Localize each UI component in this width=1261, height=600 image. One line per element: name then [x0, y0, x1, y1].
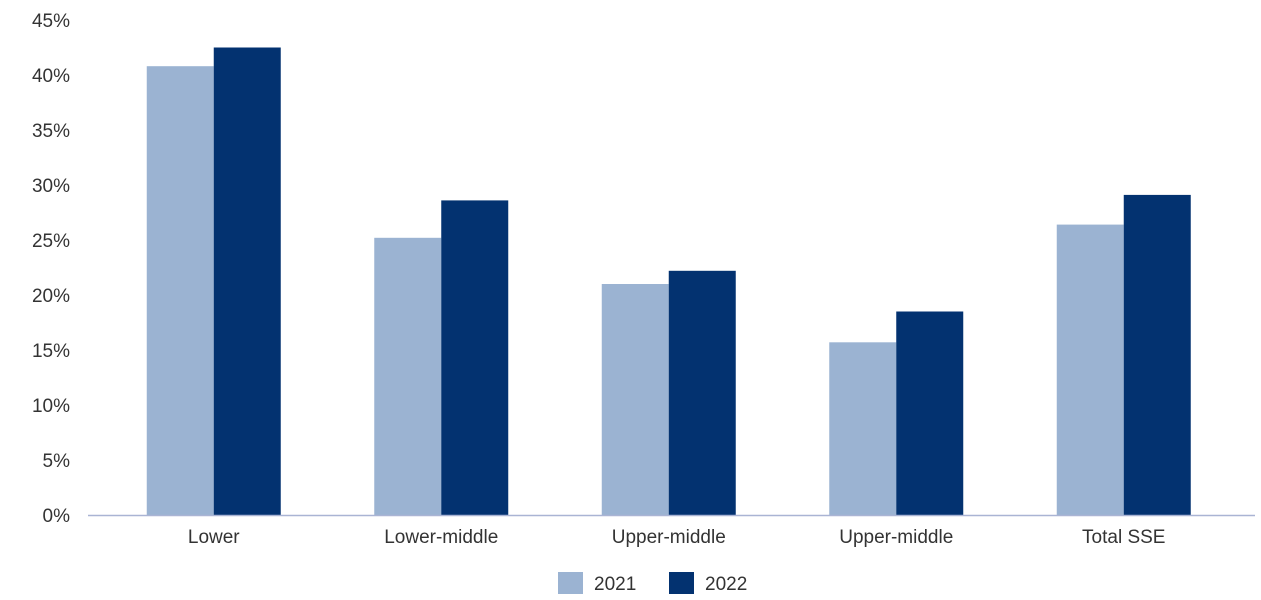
x-axis-labels: Lower Lower-middle Upper-middle Upper-middl… [188, 527, 1166, 548]
y-tick-label: 15% [32, 341, 70, 362]
bar-2022-4 [1123, 194, 1191, 515]
bars [146, 47, 1191, 516]
bar-2022-3 [896, 311, 964, 515]
bar-2021-0 [146, 66, 214, 515]
y-tick-label: 0% [43, 506, 71, 527]
legend-swatch-2021 [558, 572, 583, 594]
legend-label-2022: 2022 [705, 574, 747, 595]
x-category-label: Total SSE [1082, 527, 1165, 548]
y-tick-label: 30% [32, 176, 70, 197]
legend: 2021 2022 [558, 572, 747, 595]
y-tick-label: 5% [43, 451, 71, 472]
bar-2022-1 [441, 200, 509, 515]
y-tick-label: 20% [32, 286, 70, 307]
bar-2021-1 [374, 237, 442, 516]
x-category-label: Upper-middle [839, 527, 953, 548]
y-tick-label: 45% [32, 11, 70, 32]
bar-2021-3 [829, 342, 897, 515]
y-axis-ticks: 0% 5% 10% 15% 20% 25% 30% 35% 40% 45% [32, 11, 70, 527]
bar-2022-0 [213, 47, 281, 515]
legend-label-2021: 2021 [594, 574, 636, 595]
y-tick-label: 35% [32, 121, 70, 142]
bar-2021-4 [1056, 224, 1124, 515]
bar-2021-2 [601, 284, 669, 515]
legend-swatch-2022 [669, 572, 694, 594]
y-tick-label: 10% [32, 396, 70, 417]
y-tick-label: 40% [32, 66, 70, 87]
bar-2022-2 [668, 270, 736, 515]
x-category-label: Lower [188, 527, 240, 548]
y-tick-label: 25% [32, 231, 70, 252]
x-category-label: Upper-middle [612, 527, 726, 548]
x-category-label: Lower-middle [384, 527, 498, 548]
